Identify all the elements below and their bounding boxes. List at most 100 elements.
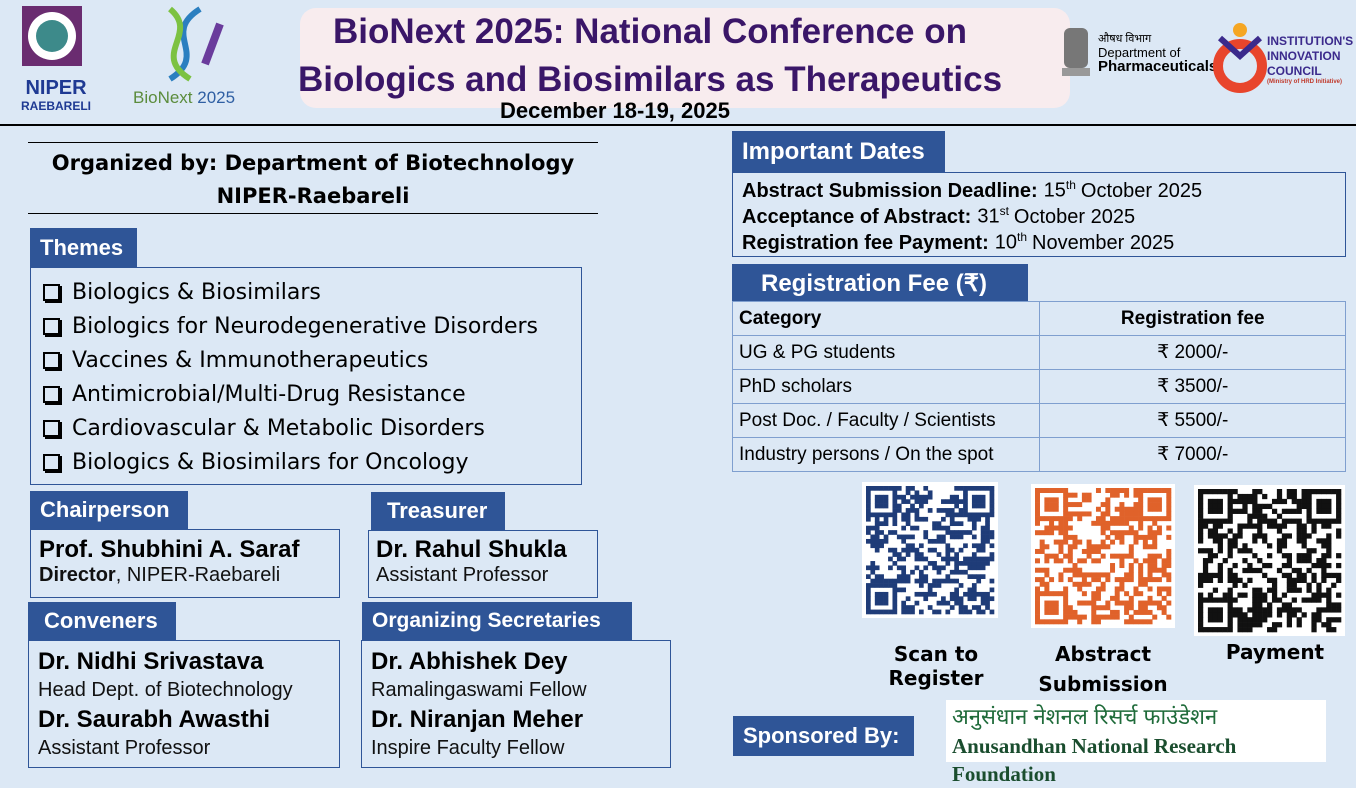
qr-module — [1257, 508, 1263, 514]
qr-module — [1138, 534, 1144, 540]
qr-module — [1267, 553, 1273, 559]
qr-module — [1063, 605, 1069, 611]
date-month: October 2025 — [1013, 205, 1136, 228]
qr-module — [883, 538, 889, 544]
date-item: Acceptance of Abstract: 31st October 2025 — [742, 204, 1336, 230]
qr-module — [1035, 577, 1040, 583]
qr-module — [1227, 602, 1233, 608]
qr-module — [941, 538, 946, 544]
qr-module — [1326, 543, 1332, 549]
qr-module — [1296, 533, 1302, 539]
qr-module — [1281, 538, 1288, 544]
qr-module — [1237, 627, 1243, 633]
qr-module — [1326, 553, 1332, 559]
qr-module — [883, 534, 889, 540]
qr-module — [1281, 592, 1288, 598]
qr-module — [866, 609, 871, 615]
qr-module — [1156, 605, 1162, 611]
qr-module — [879, 521, 884, 527]
qr-module — [1336, 592, 1342, 598]
qr-module — [927, 508, 933, 513]
qr-module — [954, 486, 959, 491]
qr-module — [1049, 525, 1055, 531]
qr-module — [1081, 497, 1087, 503]
sponsor-hindi: अनुसंधान नेशनल रिसर्च फाउंडेशन — [952, 704, 1218, 729]
qr-module — [1053, 516, 1059, 522]
qr-module — [967, 596, 973, 602]
qr-module — [1086, 581, 1092, 587]
qr-module — [870, 525, 876, 531]
qr-module — [945, 547, 951, 553]
qr-module — [1207, 553, 1214, 559]
qr-module — [963, 512, 968, 518]
qr-module — [892, 494, 898, 500]
qr-module — [1095, 544, 1101, 550]
dop-text: औषध विभाग Department of Pharmaceuticals — [1098, 33, 1217, 75]
qr-module — [1296, 617, 1302, 623]
qr-module — [1105, 544, 1111, 550]
qr-module — [1326, 518, 1332, 524]
qr-module — [958, 547, 964, 553]
qr-module — [1067, 558, 1073, 564]
qr-module — [1035, 530, 1040, 536]
qr-module — [918, 574, 924, 579]
qr-module — [963, 490, 968, 496]
qr-module — [1207, 533, 1214, 539]
qr-module — [1316, 562, 1322, 569]
qr-module — [1100, 614, 1106, 620]
qr-module — [1100, 539, 1106, 545]
qr-module — [949, 512, 955, 518]
qr-module — [971, 596, 977, 602]
qr-module — [1227, 503, 1233, 510]
qr-module — [1161, 567, 1167, 573]
qr-module — [1237, 607, 1243, 613]
qr-module — [1271, 508, 1278, 514]
qr-module — [1147, 530, 1153, 536]
qr-module — [1142, 619, 1148, 625]
qr-module — [1138, 497, 1144, 503]
qr-module — [892, 596, 898, 602]
qr-module — [1105, 534, 1111, 540]
qr-module — [1114, 591, 1120, 597]
qr-module — [1212, 597, 1219, 603]
qr-module — [1296, 558, 1302, 564]
qr-module — [1281, 518, 1288, 524]
qr-module — [1207, 597, 1214, 603]
qr-module — [901, 499, 907, 504]
qr-module — [892, 508, 898, 513]
qr-module — [1105, 511, 1111, 517]
qr-module — [1063, 600, 1069, 606]
qr-module — [874, 525, 880, 531]
qr-module — [971, 516, 977, 522]
qr-module — [1133, 609, 1139, 615]
qr-module — [1128, 619, 1134, 625]
qr-module — [1100, 586, 1106, 592]
qr-module — [1291, 607, 1297, 613]
qr-module — [1252, 508, 1258, 514]
qr-module — [901, 587, 907, 593]
qr-module — [945, 499, 951, 504]
qr-module — [1091, 619, 1097, 625]
qr-module — [1242, 622, 1248, 628]
qr-module — [1217, 548, 1223, 554]
qr-module — [1198, 523, 1204, 529]
qr-module — [936, 600, 942, 606]
qr-module — [1198, 627, 1204, 633]
qr-module — [971, 486, 977, 491]
qr-module — [1114, 595, 1120, 601]
qr-module — [1086, 511, 1092, 517]
date-month: October 2025 — [1080, 179, 1203, 202]
qr-module — [945, 508, 951, 513]
qr-module — [1291, 498, 1297, 505]
qr-module — [1207, 503, 1214, 510]
qr-module — [1198, 503, 1204, 510]
qr-module — [1063, 502, 1069, 508]
qr-module — [1212, 553, 1219, 559]
qr-module — [888, 565, 893, 571]
qr-module — [1049, 577, 1055, 583]
qr-module — [1138, 572, 1144, 578]
qr-module — [1110, 520, 1116, 526]
qr-module — [1331, 627, 1337, 633]
qr-module — [901, 516, 907, 522]
qr-module — [954, 530, 959, 535]
